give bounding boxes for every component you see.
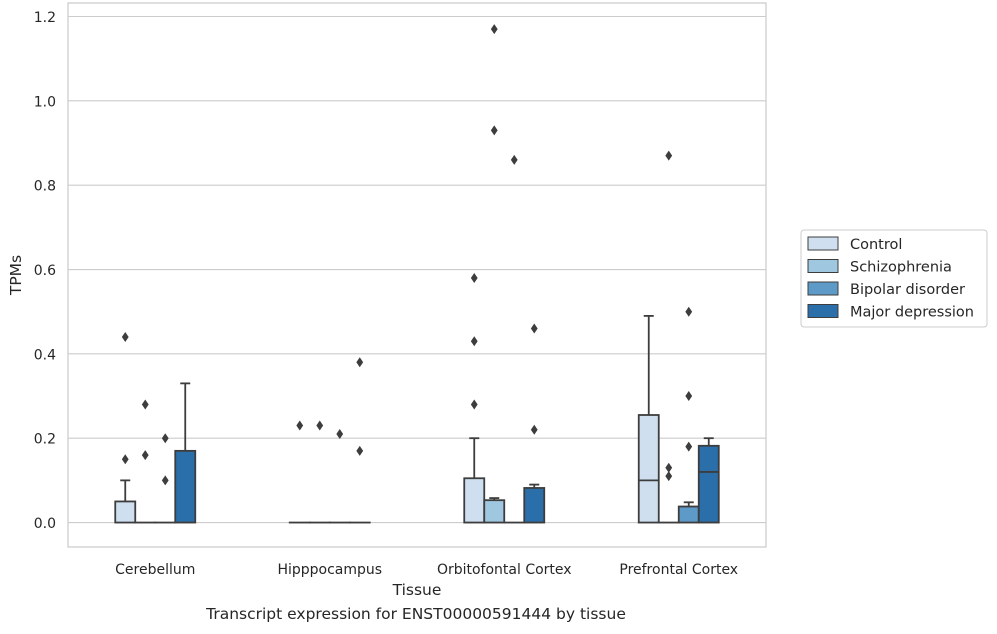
plot-frame [67,2,767,548]
box-mark [523,323,546,524]
outlier-point [665,471,673,482]
y-tick-labels: 0.0 0.2 0.4 0.6 0.8 1.0 1.2 [34,10,56,532]
box-series [114,24,720,524]
series-group [174,323,720,524]
box-mark [348,357,371,524]
outlier-point [470,399,478,410]
plot-background [68,3,766,547]
legend-swatch [807,281,839,296]
y-tick-label: 0.2 [34,432,56,448]
box-body [523,487,546,524]
box-body [463,477,486,524]
x-tick-label: Hipppocampus [277,562,382,578]
outlier-point [121,454,129,465]
outlier-point [530,323,538,334]
outlier-point [141,450,149,461]
outlier-point [121,331,129,342]
legend-label: Major depression [850,305,974,321]
outlier-point [685,441,693,452]
box-body [174,449,197,524]
legend-label: Schizophrenia [850,260,952,276]
x-tick-label: Prefrontal Cortex [619,562,738,578]
box-mark [637,315,660,524]
y-tick-label: 0.6 [34,263,56,279]
outlier-point [141,399,149,410]
outlier-point [490,125,498,136]
outlier-point [470,272,478,283]
box-mark [114,331,137,524]
x-tick-label: Orbitofontal Cortex [437,562,572,578]
outlier-point [316,420,324,431]
outlier-point [161,475,169,486]
outlier-point [685,391,693,402]
outlier-point [665,462,673,473]
box-body [637,414,660,524]
y-tick-label: 0.4 [34,347,56,363]
y-tick-label: 1.0 [34,94,56,110]
box-mark [697,437,720,524]
outlier-point [665,150,673,161]
x-axis-label: Tissue [392,581,442,599]
outlier-point [530,424,538,435]
y-axis-label: TPMs [7,255,25,296]
outlier-point [356,445,364,456]
outlier-point [490,24,498,35]
legend-label: Control [850,237,902,253]
y-tick-label: 1.2 [34,10,56,26]
chart-caption: Transcript expression for ENST0000059144… [206,605,626,623]
outlier-point [470,336,478,347]
outlier-point [510,154,518,165]
legend-frame [800,229,988,328]
series-group [114,272,660,524]
box-body [483,499,506,524]
gridlines [68,15,766,524]
box-mark [657,150,680,524]
outlier-point [356,357,364,368]
legend-label: Bipolar disorder [850,282,965,298]
legend-swatch [807,236,839,251]
x-tick-labels: Cerebellum Hipppocampus Orbitofontal Corte… [115,562,738,578]
box-body [697,444,720,524]
box-mark [174,382,197,524]
x-tick-label: Cerebellum [115,562,195,578]
outlier-point [296,420,304,431]
outlier-point [685,306,693,317]
outlier-point [336,428,344,439]
legend-swatch [807,259,839,273]
box-body [114,500,137,524]
box-body [677,505,700,524]
y-tick-label: 0.8 [34,179,56,195]
y-tick-label: 0.0 [34,516,56,532]
legend-swatch [807,304,839,318]
outlier-point [161,433,169,444]
box-mark [483,24,506,524]
legend: Control Schizophrenia Bipolar disorder Majo… [800,229,988,328]
